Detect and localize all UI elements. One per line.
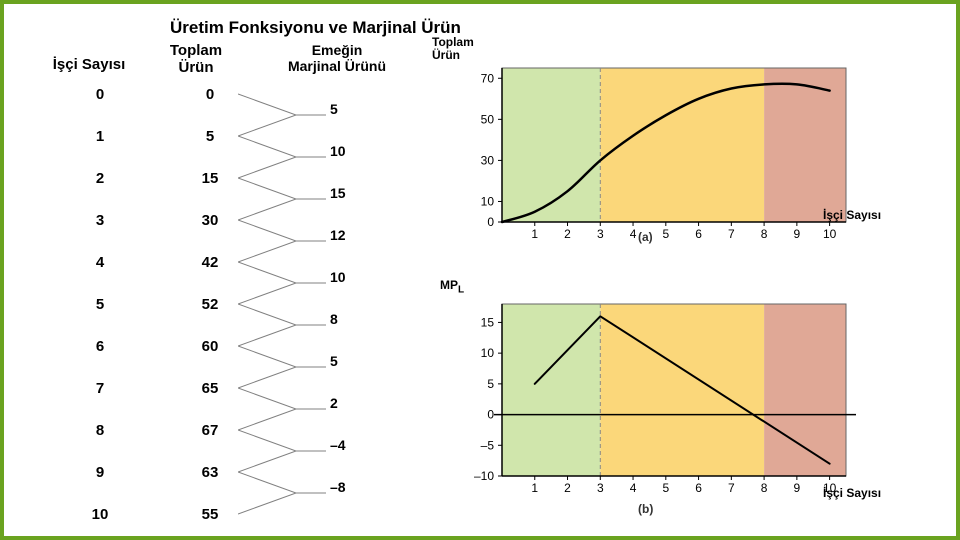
table-row-labor: 5 <box>70 296 130 313</box>
svg-text:2: 2 <box>564 481 571 495</box>
table-row-total: 42 <box>180 254 240 271</box>
table-row-marginal: 8 <box>330 311 380 327</box>
svg-text:10: 10 <box>481 346 495 360</box>
svg-text:0: 0 <box>487 215 494 229</box>
svg-text:–5: –5 <box>481 438 495 452</box>
page-title: Üretim Fonksiyonu ve Marjinal Ürün <box>170 18 930 38</box>
svg-text:70: 70 <box>481 71 495 85</box>
chart-b-caption: (b) <box>638 502 653 516</box>
table-row-labor: 3 <box>70 212 130 229</box>
svg-text:5: 5 <box>662 227 669 241</box>
svg-text:30: 30 <box>481 153 495 167</box>
table-row-total: 60 <box>180 338 240 355</box>
table-row-total: 15 <box>180 170 240 187</box>
table-header: İşçi Sayısı Toplam Ürün Emeğin Marjinal … <box>30 42 430 76</box>
chart-a-ylabel: Toplam Ürün <box>432 36 474 62</box>
svg-text:7: 7 <box>728 481 735 495</box>
table-row-labor: 2 <box>70 170 130 187</box>
svg-text:6: 6 <box>695 227 702 241</box>
table-row-marginal: –8 <box>330 479 380 495</box>
svg-text:9: 9 <box>794 227 801 241</box>
table-row-total: 63 <box>180 464 240 481</box>
chart-a-caption: (a) <box>638 230 653 244</box>
svg-text:3: 3 <box>597 227 604 241</box>
zigzag-connector <box>238 92 328 528</box>
svg-text:4: 4 <box>630 227 637 241</box>
table-row-marginal: 2 <box>330 395 380 411</box>
table-row-total: 30 <box>180 212 240 229</box>
svg-text:5: 5 <box>487 377 494 391</box>
svg-text:0: 0 <box>487 408 494 422</box>
col-header-labor: İşçi Sayısı <box>30 42 148 76</box>
chart-a-xlabel: İşçi Sayısı <box>823 208 881 222</box>
col-header-marginal: Emeğin Marjinal Ürünü <box>244 42 430 76</box>
table-row-total: 55 <box>180 506 240 523</box>
table-row-marginal: 10 <box>330 143 380 159</box>
table-row-marginal: 10 <box>330 269 380 285</box>
table-row-marginal: 12 <box>330 227 380 243</box>
table-row-labor: 9 <box>70 464 130 481</box>
table-row-labor: 4 <box>70 254 130 271</box>
chart-a: 1 2 3 4 5 6 7 8 9 10 0 10 30 50 70 <box>466 62 856 244</box>
svg-text:–10: –10 <box>474 469 494 483</box>
svg-text:50: 50 <box>481 112 495 126</box>
table-body: 0015215330442552660765867963105551015121… <box>30 86 430 530</box>
table-row-total: 65 <box>180 380 240 397</box>
svg-text:7: 7 <box>728 227 735 241</box>
content-area: İşçi Sayısı Toplam Ürün Emeğin Marjinal … <box>30 42 930 520</box>
charts-panel: Toplam Ürün 12345678910010305070 İşçi Sa… <box>438 42 930 520</box>
table-row-labor: 7 <box>70 380 130 397</box>
table-row-total: 0 <box>180 86 240 103</box>
svg-text:15: 15 <box>481 315 495 329</box>
svg-text:8: 8 <box>761 481 768 495</box>
svg-text:6: 6 <box>695 481 702 495</box>
table-row-marginal: 5 <box>330 101 380 117</box>
table-row-labor: 0 <box>70 86 130 103</box>
table-row-total: 5 <box>180 128 240 145</box>
table-row-marginal: –4 <box>330 437 380 453</box>
svg-text:8: 8 <box>761 227 768 241</box>
table-row-total: 52 <box>180 296 240 313</box>
table-row-total: 67 <box>180 422 240 439</box>
svg-text:4: 4 <box>630 481 637 495</box>
svg-text:10: 10 <box>481 194 495 208</box>
col-header-total: Toplam Ürün <box>148 42 244 76</box>
table-row-marginal: 5 <box>330 353 380 369</box>
data-table: İşçi Sayısı Toplam Ürün Emeğin Marjinal … <box>30 42 430 520</box>
table-row-marginal: 15 <box>330 185 380 201</box>
chart-b: 12345678910–10–5051015 <box>466 298 856 498</box>
svg-text:9: 9 <box>794 481 801 495</box>
svg-text:3: 3 <box>597 481 604 495</box>
table-row-labor: 1 <box>70 128 130 145</box>
svg-text:10: 10 <box>823 227 837 241</box>
svg-text:5: 5 <box>662 481 669 495</box>
table-row-labor: 8 <box>70 422 130 439</box>
svg-text:1: 1 <box>531 227 538 241</box>
table-row-labor: 10 <box>70 506 130 523</box>
chart-b-ylabel: MPL <box>440 278 464 295</box>
svg-text:2: 2 <box>564 227 571 241</box>
svg-text:1: 1 <box>531 481 538 495</box>
table-row-labor: 6 <box>70 338 130 355</box>
chart-b-xlabel: İşçi Sayısı <box>823 486 881 500</box>
